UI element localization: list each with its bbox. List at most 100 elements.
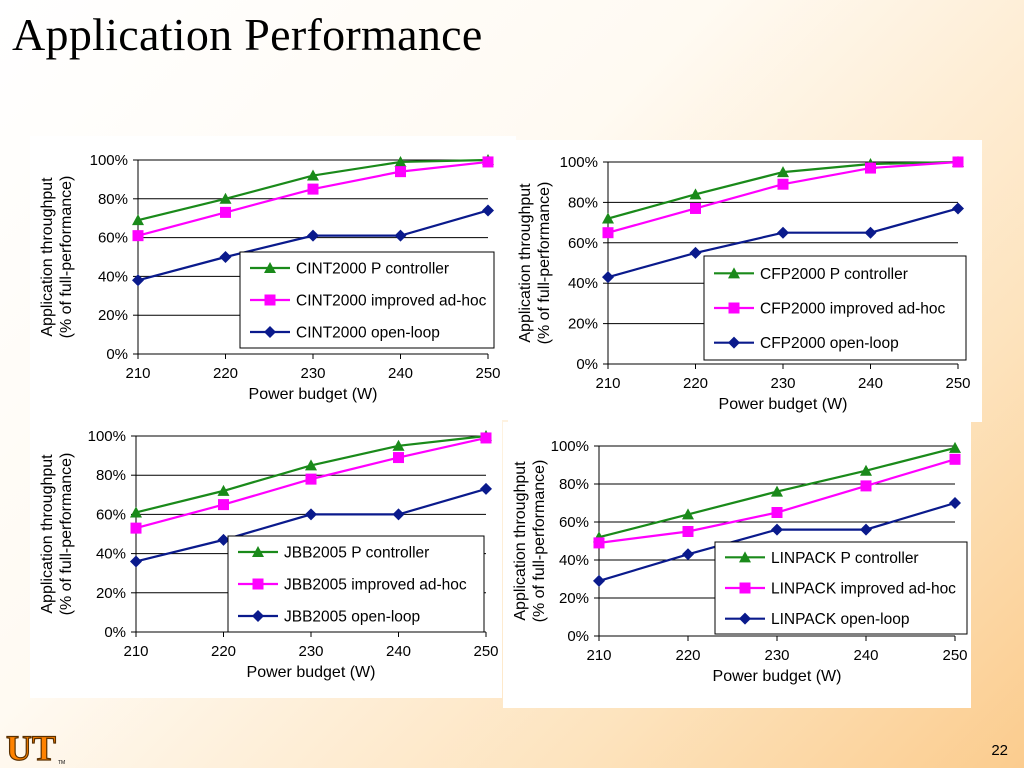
data-point: [482, 156, 494, 168]
legend-swatch-marker: [728, 267, 740, 279]
series-improved-ad-hoc: [132, 156, 494, 242]
data-point: [777, 166, 789, 178]
x-tick-label: 210: [595, 375, 620, 392]
slide-number: 22: [991, 742, 1008, 759]
legend-label: LINPACK improved ad-hoc: [771, 581, 956, 598]
y-tick-label: 40%: [96, 546, 126, 563]
y-axis-label: Application throughput: [39, 177, 56, 337]
data-point: [682, 526, 694, 537]
legend-label: CINT2000 open-loop: [296, 325, 440, 342]
y-axis-label-secondary: (% of full-performance): [58, 453, 75, 616]
data-point: [480, 482, 492, 495]
data-point: [949, 497, 961, 509]
y-tick-label: 0%: [106, 346, 128, 363]
y-tick-label: 20%: [98, 307, 128, 324]
data-point: [860, 523, 872, 536]
y-tick-label: 40%: [559, 552, 589, 569]
x-tick-label: 230: [764, 647, 789, 664]
legend-swatch-marker: [739, 582, 751, 594]
legend-swatch-marker: [739, 551, 751, 563]
legend-label: LINPACK open-loop: [771, 611, 909, 628]
series-p-controller: [593, 441, 961, 543]
data-point: [130, 555, 142, 568]
data-point: [771, 485, 783, 497]
x-tick-label: 210: [123, 643, 148, 660]
series-open-loop: [593, 497, 961, 587]
data-point: [777, 226, 789, 239]
ut-logo-text: UT: [6, 728, 56, 766]
data-point: [218, 499, 229, 511]
y-tick-label: 80%: [96, 467, 126, 484]
data-point: [949, 453, 961, 465]
data-point: [593, 574, 605, 587]
legend-label: LINPACK P controller: [771, 550, 919, 567]
data-point: [220, 206, 231, 218]
data-point: [682, 508, 694, 520]
x-tick-label: 220: [683, 375, 708, 392]
series-improved-ad-hoc: [602, 156, 964, 239]
x-tick-label: 240: [386, 643, 411, 660]
chart-panel-cfp2000: 0% 20% 40% 60% 80% 100% 210 220 230 240 250 Power b…: [508, 140, 982, 422]
data-point: [132, 274, 144, 287]
chart-legend: CINT2000 P controller CINT2000 improved a…: [239, 251, 495, 349]
x-tick-label: 220: [675, 647, 700, 664]
y-tick-label: 60%: [568, 235, 598, 252]
legend-swatch-marker: [728, 302, 740, 314]
data-point: [395, 166, 406, 178]
y-axis-label: Application throughput: [512, 461, 529, 621]
y-tick-label: 100%: [551, 438, 589, 455]
y-axis-label: Application throughput: [517, 183, 534, 343]
data-point: [130, 522, 142, 534]
x-tick-label: 250: [942, 647, 967, 664]
data-point: [305, 508, 317, 521]
data-point: [690, 202, 701, 214]
data-point: [480, 432, 492, 444]
legend-swatch-marker: [252, 578, 264, 590]
legend-swatch-marker: [252, 546, 264, 557]
legend-label: CINT2000 P controller: [296, 261, 449, 278]
y-tick-label: 20%: [96, 585, 126, 602]
y-tick-label: 60%: [96, 506, 126, 523]
legend-label: CINT2000 improved ad-hoc: [296, 293, 487, 310]
data-point: [949, 441, 961, 453]
legend-swatch-marker: [739, 612, 751, 625]
x-tick-label: 230: [770, 375, 795, 392]
data-point: [689, 188, 702, 200]
data-point: [305, 473, 317, 485]
y-tick-label: 0%: [576, 356, 598, 373]
y-tick-label: 80%: [568, 194, 598, 211]
data-point: [132, 230, 144, 242]
ut-logo-trademark: TM: [58, 760, 65, 766]
line-chart: 0% 20% 40% 60% 80% 100% 210 220 230 240 250 Power b…: [512, 438, 968, 685]
y-tick-label: 40%: [568, 275, 598, 292]
data-point: [864, 226, 877, 239]
data-point: [771, 523, 783, 536]
data-point: [305, 459, 317, 471]
page-title: Application Performance: [12, 9, 483, 60]
x-tick-label: 250: [945, 375, 970, 392]
data-point: [952, 202, 964, 215]
x-tick-label: 240: [858, 375, 883, 392]
data-point: [482, 204, 494, 217]
x-tick-label: 220: [213, 365, 238, 382]
data-point: [865, 162, 876, 174]
ut-logo: UT TM: [5, 728, 65, 766]
series-open-loop: [132, 204, 494, 287]
y-tick-label: 100%: [88, 428, 126, 445]
y-tick-label: 60%: [559, 514, 589, 531]
y-tick-label: 80%: [559, 476, 589, 493]
y-tick-label: 40%: [98, 268, 128, 285]
line-chart: 0% 20% 40% 60% 80% 100% 210 220 230 240 250 Power b…: [517, 154, 971, 413]
series-open-loop: [602, 202, 964, 284]
y-tick-label: 0%: [104, 624, 126, 641]
data-point: [392, 439, 405, 451]
data-point: [771, 507, 783, 518]
data-point: [219, 251, 232, 263]
chart-legend: LINPACK P controller LINPACK improved ad-…: [714, 541, 968, 635]
legend-label: CFP2000 P controller: [760, 266, 908, 283]
y-tick-label: 20%: [559, 590, 589, 607]
data-point: [307, 169, 319, 181]
x-tick-label: 220: [211, 643, 236, 660]
legend-label: JBB2005 open-loop: [284, 609, 420, 626]
data-point: [132, 214, 144, 226]
